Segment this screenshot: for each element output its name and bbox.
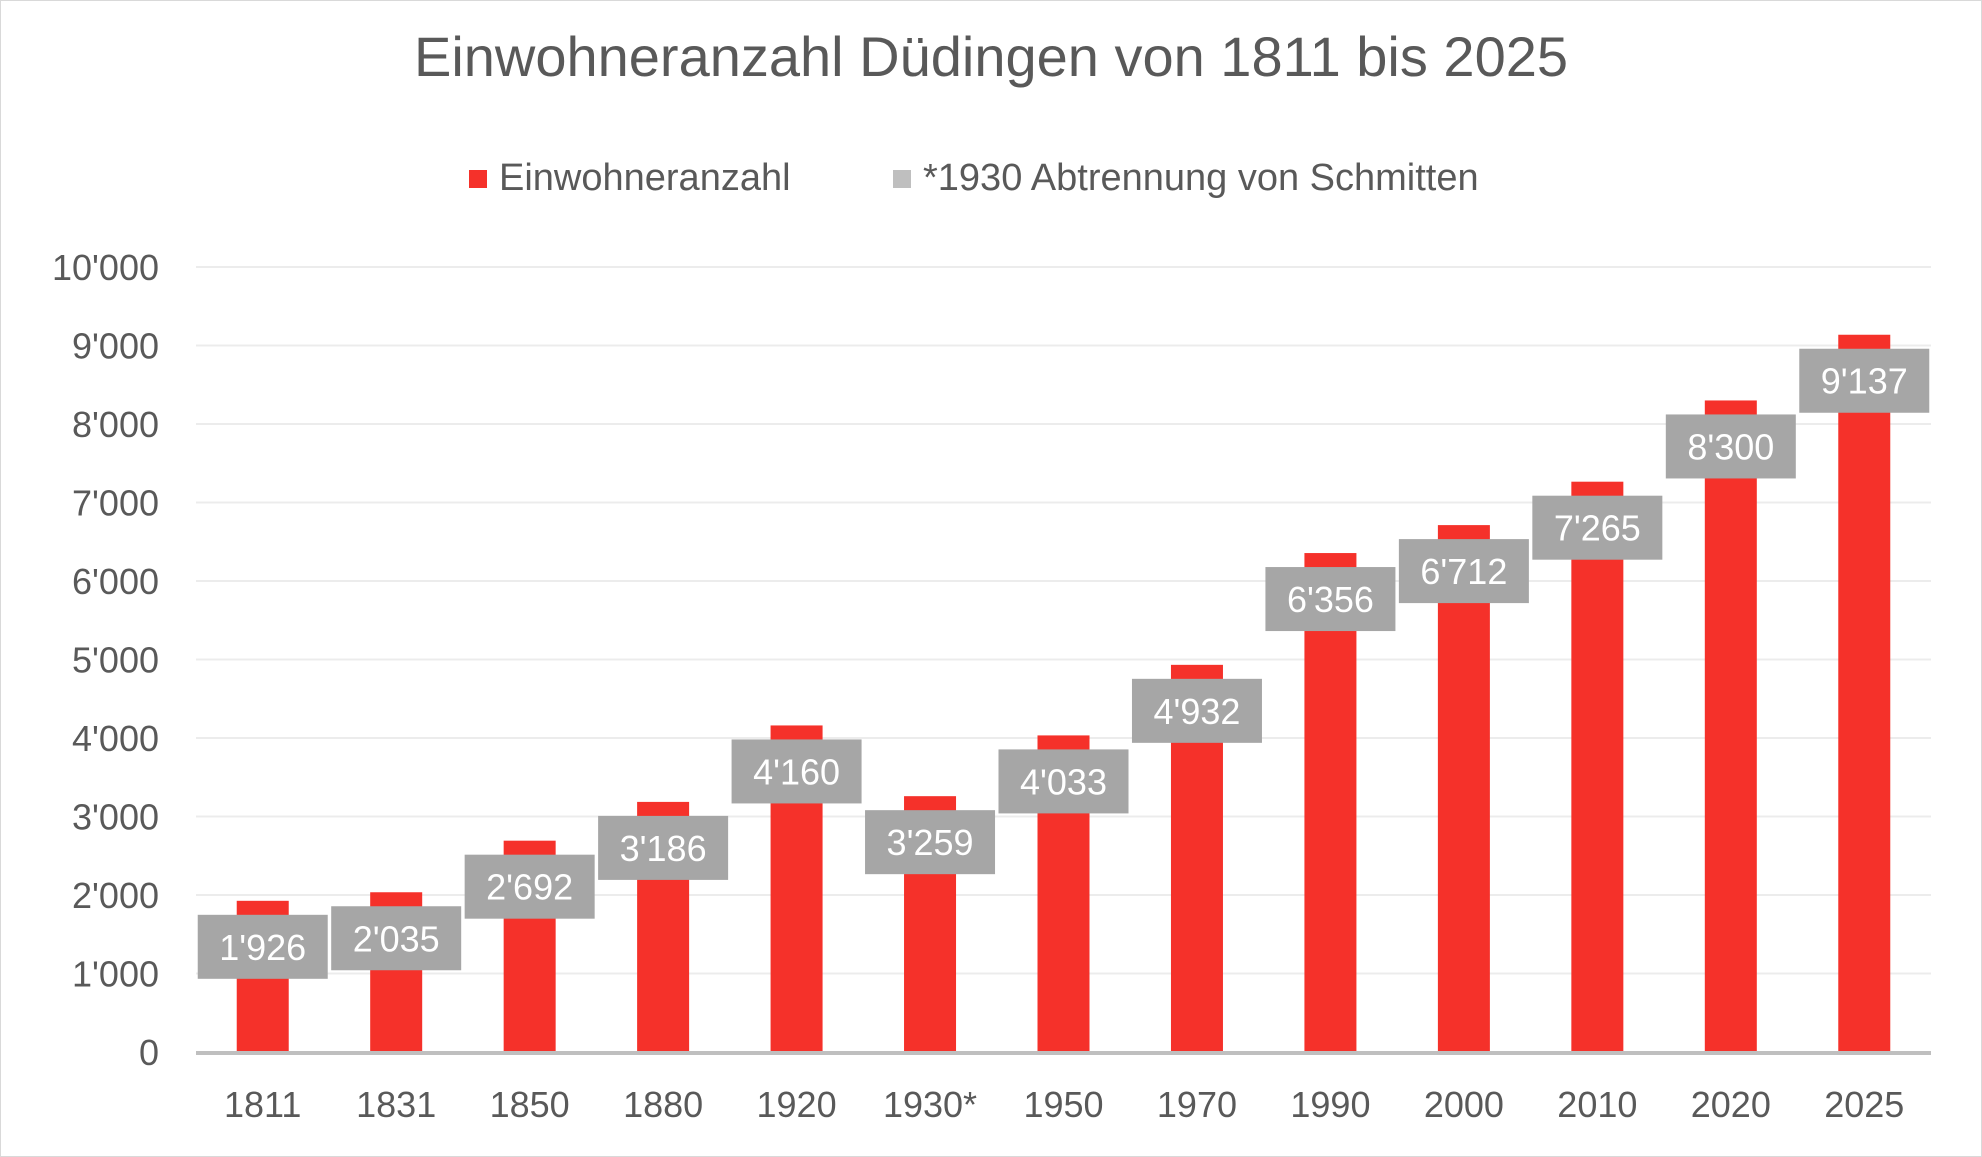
- x-tick-label: 1850: [490, 1084, 570, 1125]
- legend-swatch-einwohneranzahl: [469, 170, 487, 188]
- y-tick-label: 10'000: [52, 247, 159, 288]
- y-axis-tick-labels: 0 1'000 2'000 3'000 4'000 5'000 6'000 7'000 8'00…: [52, 247, 159, 1073]
- legend: Einwohneranzahl *1930 Abtrennung von Sch…: [469, 157, 1479, 199]
- data-label-box: [464, 854, 595, 919]
- data-label: 3'259: [887, 822, 974, 863]
- data-label: 4'033: [1020, 761, 1107, 802]
- data-label: 6'712: [1420, 551, 1507, 592]
- x-axis-tick-labels: 1811 1831 1850 1880 1920 1930* 1950 1970 1990 200…: [224, 1084, 1904, 1125]
- chart-title: Einwohneranzahl Düdingen von 1811 bis 20…: [414, 25, 1568, 88]
- x-tick-label: 1920: [757, 1084, 837, 1125]
- bar: [1304, 553, 1357, 1052]
- bar: [1571, 481, 1624, 1052]
- data-label-box: [1532, 495, 1663, 560]
- x-tick-label: 1950: [1023, 1084, 1103, 1125]
- data-label: 7'265: [1554, 508, 1641, 549]
- x-tick-label: 2025: [1824, 1084, 1904, 1125]
- data-label: 4'160: [753, 751, 840, 792]
- data-label-box: [331, 906, 462, 971]
- x-tick-label: 1811: [224, 1084, 301, 1125]
- x-tick-label: 1970: [1157, 1084, 1237, 1125]
- data-label-box: [1665, 414, 1796, 479]
- data-label-box: [731, 739, 862, 804]
- data-label-box: [1398, 539, 1529, 604]
- y-tick-label: 9'000: [72, 326, 159, 367]
- legend-label-abtrennung: *1930 Abtrennung von Schmitten: [923, 157, 1479, 199]
- y-tick-label: 3'000: [72, 797, 159, 838]
- y-tick-label: 1'000: [72, 954, 159, 995]
- y-tick-label: 2'000: [72, 875, 159, 916]
- y-tick-label: 7'000: [72, 483, 159, 524]
- data-label-box: [1265, 567, 1396, 632]
- data-label: 4'932: [1153, 691, 1240, 732]
- data-labels: 1'926 2'035 2'692 3'186 4'160 3'259 4'033 4'932…: [197, 348, 1930, 979]
- x-tick-label: 2000: [1424, 1084, 1504, 1125]
- data-label: 1'926: [219, 927, 306, 968]
- y-tick-label: 8'000: [72, 404, 159, 445]
- bar: [1704, 400, 1757, 1052]
- bar: [1838, 334, 1891, 1053]
- y-tick-label: 0: [139, 1032, 159, 1073]
- data-label-box: [865, 810, 996, 875]
- data-label: 3'186: [620, 828, 707, 869]
- y-tick-label: 4'000: [72, 718, 159, 759]
- legend-label-einwohneranzahl: Einwohneranzahl: [499, 157, 791, 199]
- bars: [236, 334, 1891, 1053]
- data-label: 2'035: [353, 918, 440, 959]
- y-tick-label: 6'000: [72, 561, 159, 602]
- legend-swatch-abtrennung: [893, 170, 911, 188]
- data-label-box: [998, 749, 1129, 814]
- x-tick-label: 2010: [1557, 1084, 1637, 1125]
- data-label-box: [598, 815, 729, 880]
- data-label-box: [1799, 348, 1930, 413]
- x-tick-label: 1831: [356, 1084, 436, 1125]
- data-label-box: [1131, 678, 1262, 743]
- data-label: 6'356: [1287, 579, 1374, 620]
- x-tick-label: 1930*: [883, 1084, 977, 1125]
- x-tick-label: 1880: [623, 1084, 703, 1125]
- data-label-box: [197, 914, 328, 979]
- y-tick-label: 5'000: [72, 640, 159, 681]
- data-label: 2'692: [486, 867, 573, 908]
- x-tick-label: 1990: [1290, 1084, 1370, 1125]
- bar: [1437, 525, 1490, 1052]
- x-tick-label: 2020: [1691, 1084, 1771, 1125]
- data-label: 8'300: [1687, 426, 1774, 467]
- data-label: 9'137: [1821, 361, 1908, 402]
